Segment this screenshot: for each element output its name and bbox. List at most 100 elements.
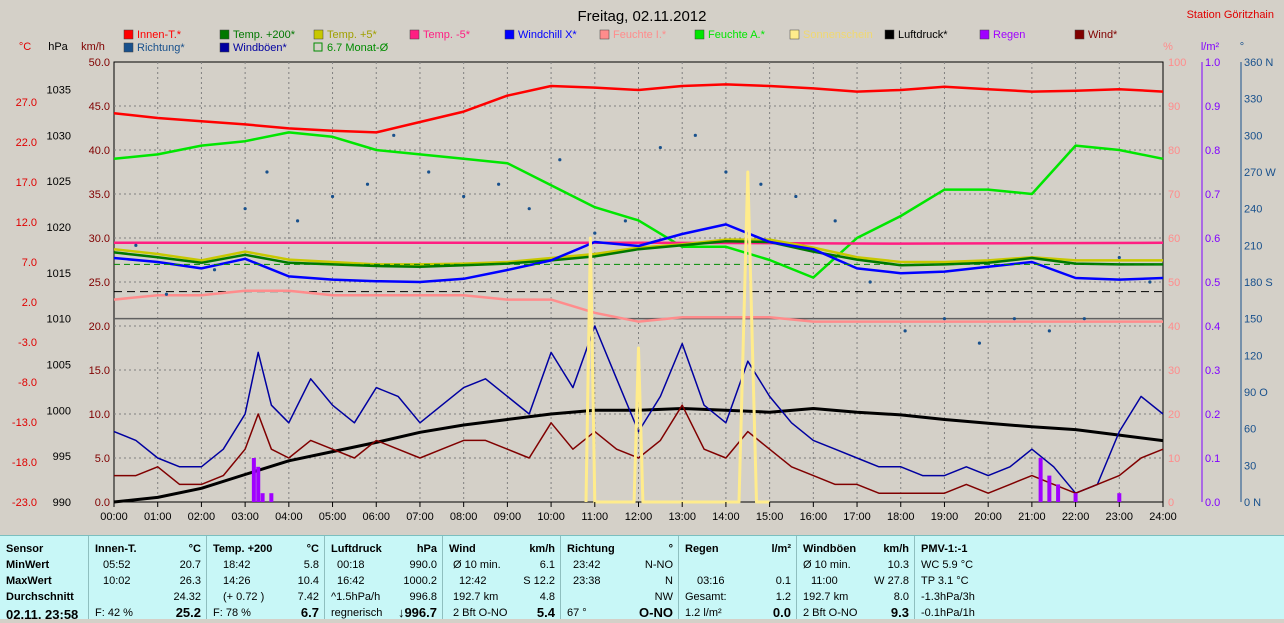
rain-tick-label: 0.7	[1205, 189, 1220, 201]
x-tick-label: 12:00	[625, 511, 653, 523]
legend-swatch	[409, 29, 420, 40]
windchill-x-series-line	[113, 223, 1164, 284]
legend: Innen-T.* Temp. +200* Temp. +5* Temp. -5* Wi…	[123, 29, 1118, 54]
stats-current-timestamp: 02.11. 23:58	[6, 607, 79, 622]
direction-point	[658, 145, 662, 150]
direction-point	[527, 207, 531, 211]
x-tick-label: 23:00	[1106, 511, 1134, 523]
temp-tick-label: -23.0	[12, 497, 37, 509]
stats-rain-current: 0.0	[772, 605, 791, 620]
rain-tick-label: 1.0	[1205, 57, 1220, 69]
temp-5-series-line	[113, 238, 1163, 266]
stats-innen-max: 26.3	[179, 575, 201, 587]
stats-temp200-avg: 7.42	[297, 591, 319, 603]
rain-tick-label: 0.9	[1205, 101, 1220, 113]
humidity-tick-label: 50	[1168, 277, 1180, 289]
x-tick-label: 17:00	[843, 511, 871, 523]
stats-label-min: MinWert	[6, 559, 50, 571]
innen-t-series-line	[113, 83, 1164, 134]
station-name: Station Göritzhain	[1187, 9, 1274, 21]
legend-label: Feuchte I.*	[613, 29, 667, 41]
direction-point	[392, 133, 396, 137]
stats-column-windboeen: Windböen km/h Ø 10 min. 10.3 11:00 W 27.8 1…	[796, 536, 915, 620]
humidity-tick-label: 0	[1168, 497, 1174, 509]
x-tick-label: 02:00	[188, 511, 216, 523]
unit-rain: l/m²	[1201, 41, 1220, 53]
legend-label: Feuchte A.*	[708, 29, 766, 41]
wind-tick-label: 40.0	[89, 145, 110, 157]
stats-direction-current: O-NO	[639, 605, 673, 620]
stats-temp200-humidity: F: 78 %	[213, 607, 251, 619]
temp-tick-label: 12.0	[16, 217, 37, 229]
stats-direction-unit: °	[668, 543, 673, 555]
x-tick-label: 16:00	[800, 511, 828, 523]
stats-pmv-title: PMV-1:-1	[921, 543, 968, 555]
temp-tick-label: -8.0	[18, 377, 37, 389]
windb-en-series-line	[113, 325, 1164, 494]
stats-wind-avg: 4.8	[539, 591, 555, 603]
legend-swatch	[1074, 29, 1085, 40]
pressure-tick-label: 1020	[47, 222, 71, 234]
stats-temp200-title: Temp. +200	[213, 543, 273, 555]
stats-column-regen: Regen l/m² 03:16 0.1 Gesamt: 1.2 1.2 l/m² 0.…	[678, 536, 797, 620]
x-tick-label: 10:00	[537, 511, 565, 523]
direction-point	[833, 219, 837, 223]
legend-label: Wind*	[1088, 29, 1118, 41]
weather-chart: 00:00 01:00 02:00 03:00 04:00 05:00 06:00 07:00…	[11, 8, 1277, 523]
pressure-tick-label: 1000	[47, 405, 71, 417]
stats-pressure-max-time: 16:42	[337, 575, 365, 587]
humidity-tick-label: 90	[1168, 101, 1180, 113]
temp-tick-label: 7.0	[22, 257, 37, 269]
stats-temp200-min: 5.8	[303, 559, 319, 571]
x-tick-label: 11:00	[581, 511, 608, 523]
pressure-tick-label: 1005	[47, 360, 71, 372]
legend-swatch	[219, 42, 230, 53]
chart-title: Freitag, 02.11.2012	[578, 8, 707, 25]
rain-tick-label: 0.5	[1205, 277, 1220, 289]
temp-tick-label: -13.0	[12, 417, 37, 429]
stats-column-luftdruck: Luftdruck hPa 00:18 990.0 16:42 1000.2 ^1.5…	[324, 536, 443, 620]
direction-tick-label: 120	[1244, 350, 1262, 362]
stats-wind-avg10: 6.1	[539, 559, 555, 571]
stats-pressure-min-time: 00:18	[337, 559, 365, 571]
direction-point	[693, 133, 697, 137]
rain-tick-label: 0.6	[1205, 233, 1220, 245]
stats-header-sensor: Sensor	[6, 543, 44, 555]
stats-gust-avg-label: Ø 10 min.	[803, 559, 851, 571]
legend-label: Temp. +200*	[233, 29, 296, 41]
rain-tick-label: 0.1	[1205, 453, 1220, 465]
legend-label: Luftdruck*	[898, 29, 948, 41]
stats-pressure-title: Luftdruck	[331, 543, 382, 555]
stats-temp200-max: 10.4	[297, 575, 319, 587]
rain-bar	[1056, 484, 1061, 502]
stats-wind-distance: 192.7 km	[453, 591, 499, 603]
stats-rain-total-label: Gesamt:	[685, 591, 727, 603]
humidity-tick-label: 70	[1168, 189, 1180, 201]
stats-innen-humidity: F: 42 %	[95, 607, 133, 619]
x-tick-label: 21:00	[1018, 511, 1046, 523]
direction-tick-label: 150	[1244, 314, 1262, 326]
stats-rain-title: Regen	[685, 543, 719, 555]
direction-point	[903, 329, 907, 333]
wind-tick-label: 15.0	[89, 365, 110, 377]
stats-wind-max-time: 12:42	[459, 575, 487, 587]
direction-point	[1047, 329, 1051, 333]
stats-innen-title: Innen-T.	[95, 543, 137, 555]
wind-series-line	[114, 404, 1164, 494]
feuchte-i-series-line	[113, 289, 1163, 323]
humidity-tick-label: 20	[1168, 409, 1180, 421]
stats-direction-min: N-NO	[644, 559, 673, 571]
stats-temp200-trend: (+ 0.72 )	[223, 591, 265, 603]
x-tick-label: 03:00	[231, 511, 259, 523]
wind-tick-label: 20.0	[89, 321, 110, 333]
stats-innen-min-time: 05:52	[103, 559, 131, 571]
wind-tick-label: 0.0	[95, 497, 110, 509]
stats-label-avg: Durchschnitt	[6, 591, 74, 603]
temp-tick-label: 2.0	[22, 297, 37, 309]
direction-tick-label: 330	[1244, 94, 1262, 106]
stats-gust-unit: km/h	[883, 543, 909, 555]
rain-bar	[1073, 493, 1078, 502]
rain-bar	[1117, 493, 1122, 502]
direction-point	[212, 268, 217, 272]
stats-direction-avg: NW	[654, 591, 673, 603]
